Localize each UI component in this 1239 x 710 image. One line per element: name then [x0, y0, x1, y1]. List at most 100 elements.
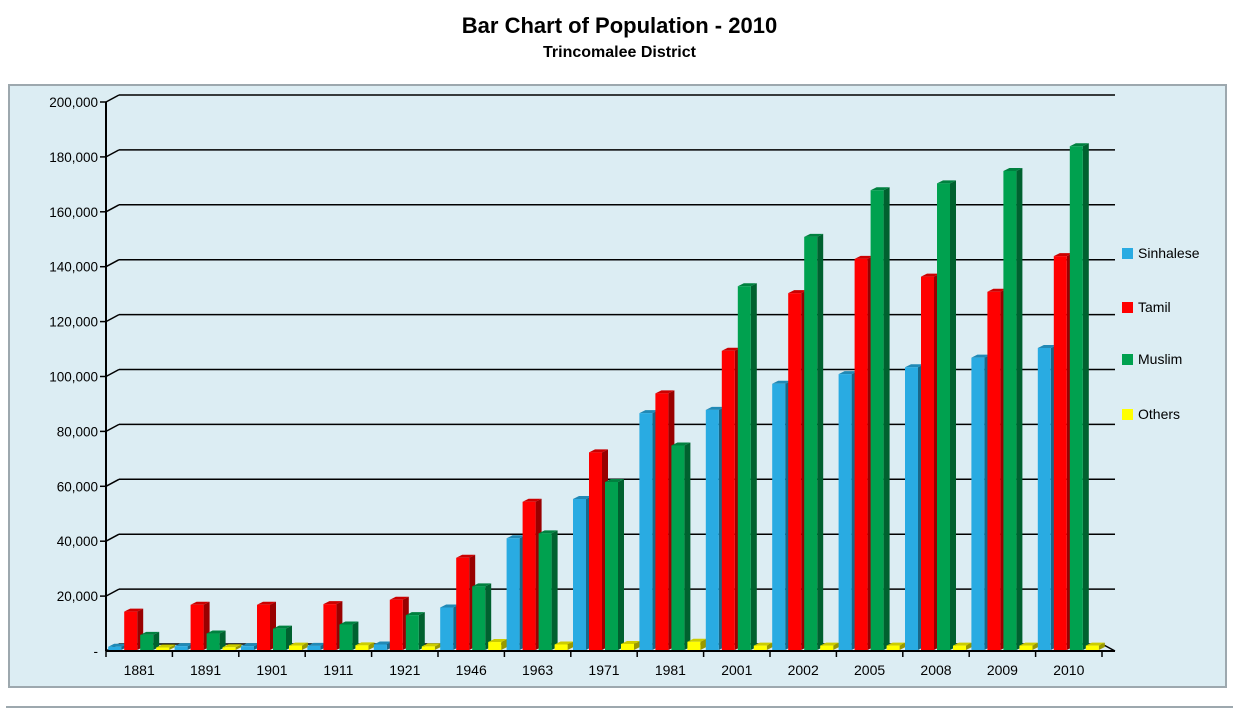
bar-front-face [472, 586, 486, 650]
bar-top-face [870, 187, 890, 191]
bar-front-face [772, 383, 786, 650]
bar-front-face [753, 645, 767, 650]
gridline-connector [105, 259, 120, 268]
bar-top-face [108, 643, 128, 647]
bar-muslim-1901 [273, 625, 292, 650]
bar-front-face [605, 482, 618, 650]
bar-top-face [820, 642, 840, 646]
y-tick-label: 180,000 [49, 150, 98, 165]
bar-muslim-2009 [1003, 167, 1023, 650]
bar-side-face [219, 630, 226, 650]
bar-top-face [389, 596, 409, 600]
bar-front-face [339, 624, 353, 650]
bar-front-face [222, 647, 236, 650]
bar-others-2008 [953, 642, 972, 650]
bar-front-face [190, 604, 204, 650]
bar-top-face [472, 583, 492, 587]
bar-side-face [1082, 143, 1089, 651]
bar-others-2005 [886, 642, 906, 650]
category-label-1921: 1921 [389, 662, 420, 678]
category-label-1891: 1891 [190, 662, 221, 678]
bar-front-face [886, 645, 900, 650]
bar-top-face [1003, 167, 1023, 171]
bar-front-face [721, 350, 735, 650]
bar-top-face [621, 640, 640, 644]
chart-frame: - 20,000 40,000 60,000 80,000 100,000 120,000 1… [8, 84, 1227, 688]
bar-others-1911 [355, 642, 375, 650]
bar-top-face [206, 630, 226, 634]
legend-label-muslim: Muslim [1138, 351, 1183, 367]
legend-item-tamil: Tamil [1122, 299, 1171, 315]
bar-top-face [737, 283, 757, 287]
bar-muslim-2002 [804, 233, 824, 650]
bar-top-face [605, 479, 624, 483]
bar-top-face [456, 554, 476, 558]
bar-top-face [639, 410, 659, 414]
bar-top-face [953, 642, 972, 646]
bar-top-face [421, 643, 441, 647]
bar-side-face [169, 644, 176, 650]
bar-top-face [339, 621, 359, 625]
bar-others-1891 [222, 644, 242, 650]
category-label-2005: 2005 [854, 662, 885, 678]
bar-front-face [206, 633, 220, 650]
category-label-1981: 1981 [655, 662, 686, 678]
bar-top-face [655, 390, 675, 394]
bar-others-1971 [621, 640, 640, 650]
bar-muslim-1946 [472, 583, 492, 650]
bar-top-face [289, 642, 308, 646]
bar-front-face [971, 357, 985, 650]
bar-top-face [273, 625, 292, 629]
legend-label-sinhalese: Sinhalese [1138, 245, 1200, 261]
bar-front-face [405, 615, 419, 650]
y-tick-label: 20,000 [57, 589, 98, 604]
gridline-connector [105, 478, 120, 487]
bar-front-face [289, 645, 302, 650]
bar-others-1963 [554, 641, 574, 650]
category-label-1963: 1963 [522, 662, 553, 678]
bar-side-face [750, 283, 757, 650]
bar-top-face [373, 641, 393, 645]
bar-top-face [440, 604, 460, 608]
bar-muslim-1971 [605, 479, 624, 650]
bar-front-face [1037, 348, 1051, 650]
bar-side-face [368, 642, 375, 650]
bar-top-face [788, 290, 808, 294]
legend-swatch-sinhalese [1122, 247, 1133, 259]
bar-front-face [687, 641, 701, 650]
bar-top-face [804, 233, 824, 237]
bar-side-face [352, 621, 359, 650]
category-label-2010: 2010 [1053, 662, 1084, 678]
bar-top-face [554, 641, 574, 645]
bar-top-face [705, 406, 725, 410]
gridline-connector [105, 149, 120, 158]
legend-swatch-tamil [1122, 301, 1133, 313]
page-divider-line [6, 706, 1233, 708]
bar-front-face [522, 501, 536, 650]
bar-top-face [506, 535, 526, 539]
bar-top-face [355, 642, 375, 646]
legend-item-others: Others [1122, 406, 1180, 422]
bar-front-face [488, 642, 502, 650]
chart-subtitle: Trincomalee District [543, 44, 696, 61]
bar-muslim-2010 [1069, 143, 1089, 651]
bar-side-face [833, 642, 840, 650]
category-label-2002: 2002 [788, 662, 819, 678]
bar-front-face [108, 646, 122, 650]
bar-front-face [655, 393, 669, 650]
bar-front-face [440, 607, 454, 650]
category-label-1946: 1946 [456, 662, 487, 678]
bar-top-face [987, 288, 1007, 292]
gridline-connector [105, 204, 120, 213]
category-label-1881: 1881 [124, 662, 155, 678]
bar-top-face [522, 498, 542, 502]
bar-front-face [1069, 146, 1083, 651]
bar-top-face [1019, 642, 1039, 646]
bar-top-face [573, 496, 592, 500]
bar-front-face [838, 374, 852, 650]
bar-front-face [573, 499, 586, 650]
category-label-2008: 2008 [920, 662, 951, 678]
bar-front-face [804, 236, 818, 650]
bar-front-face [854, 258, 868, 650]
bar-side-face [501, 639, 508, 650]
